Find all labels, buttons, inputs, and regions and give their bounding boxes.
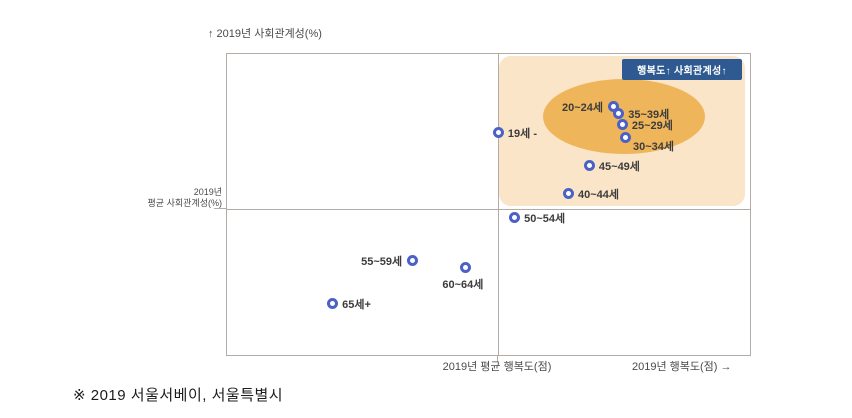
x-axis-tick <box>497 355 498 362</box>
y-axis-mid-label-line2: 평균 사회관계성(%) <box>147 197 222 208</box>
y-axis-mid-label-line1: 2019년 <box>193 187 222 197</box>
data-point-marker <box>616 119 628 131</box>
footnote: ※ 2019 서울서베이, 서울특별시 <box>73 387 284 404</box>
quadrant-vertical-line <box>498 54 499 355</box>
data-point-label: 40~44세 <box>577 189 619 202</box>
x-axis-end-label: 2019년 행복도(점) → <box>632 361 732 373</box>
data-point-marker <box>613 107 625 119</box>
data-point-marker <box>583 160 595 172</box>
y-axis-mid-label: 2019년 평균 사회관계성(%) <box>118 187 222 209</box>
quadrant-horizontal-line <box>227 209 750 210</box>
data-point-label: 20~24세 <box>561 102 603 115</box>
data-point-label: 30~34세 <box>633 141 675 154</box>
y-axis-tick <box>214 208 226 209</box>
data-point-marker <box>492 126 504 138</box>
data-point-label: 60~64세 <box>442 279 484 292</box>
data-point-label: 65세+ <box>342 298 371 311</box>
data-point-label: 45~49세 <box>598 161 640 174</box>
data-point-label: 50~54세 <box>524 213 566 226</box>
data-point-marker <box>620 132 631 144</box>
data-point-label: 19세 - <box>507 127 537 140</box>
data-point-marker <box>509 212 521 224</box>
data-point-label: 25~29세 <box>631 120 673 133</box>
x-axis-mid-label: 2019년 평균 행복도(점) <box>442 361 552 373</box>
y-axis-top-label: ↑ 2019년 사회관계성(%) <box>208 28 322 40</box>
quadrant-badge: 행복도↑ 사회관계성↑ <box>622 59 742 80</box>
data-point-marker <box>562 188 574 200</box>
plot-area: 행복도↑ 사회관계성↑ 19세 - 20~24세 35~39세 25~29세 30~34… <box>226 53 751 356</box>
data-point-marker <box>327 297 339 309</box>
data-point-label: 55~59세 <box>361 255 403 268</box>
data-point-marker <box>407 254 419 266</box>
data-point-label: 35~39세 <box>628 108 670 121</box>
data-point-marker <box>459 262 471 274</box>
